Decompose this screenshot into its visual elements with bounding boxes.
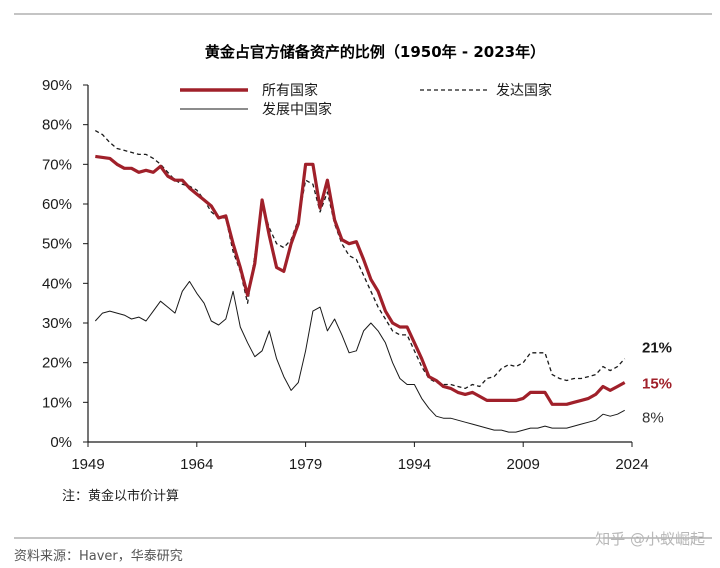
chart-title: 黄金占官方储备资产的比例（1950年 - 2023年） (205, 43, 545, 61)
legend-label-developed: 发达国家 (496, 82, 552, 99)
y-tick-label: 80% (42, 117, 72, 134)
x-tick-label: 2024 (615, 456, 648, 473)
end-label-developed: 21% (642, 340, 672, 357)
series-line-developed (94, 130, 626, 390)
series-line-all-countries (95, 154, 626, 406)
series-line-developing (94, 280, 625, 433)
x-tick-label: 2009 (507, 456, 540, 473)
y-tick-label: 30% (42, 315, 72, 332)
x-axis: 1949 1964 1979 1994 2009 2024 (71, 441, 649, 473)
chart-note: 注：黄金以市价计算 (62, 488, 179, 504)
y-tick-label: 50% (42, 236, 72, 253)
x-tick-label: 1964 (180, 456, 213, 473)
legend-label-all-countries: 所有国家 (262, 82, 318, 99)
y-tick-label: 20% (42, 355, 72, 372)
legend: 所有国家 发达国家 发展中国家 (180, 82, 552, 118)
watermark: 知乎 @小蚁崛起 (595, 530, 705, 548)
end-label-developing: 8% (642, 409, 664, 426)
y-axis: 0% 10% 20% 30% 40% 50% 60% 70% 80% 90% (42, 77, 89, 451)
end-labels: 15% 21% 8% (642, 340, 672, 427)
x-tick-label: 1949 (71, 456, 104, 473)
chart-source: 资料来源：Haver，华泰研究 (14, 549, 183, 564)
y-tick-label: 40% (42, 275, 72, 292)
end-label-all-countries: 15% (642, 376, 672, 393)
x-tick-label: 1994 (398, 456, 431, 473)
y-tick-label: 70% (42, 156, 72, 173)
x-tick-label: 1979 (289, 456, 322, 473)
y-tick-label: 90% (42, 77, 72, 94)
series-layer (94, 130, 626, 433)
y-tick-label: 10% (42, 394, 72, 411)
legend-label-developing: 发展中国家 (262, 101, 332, 118)
y-tick-label: 0% (50, 434, 72, 451)
y-tick-label: 60% (42, 196, 72, 213)
